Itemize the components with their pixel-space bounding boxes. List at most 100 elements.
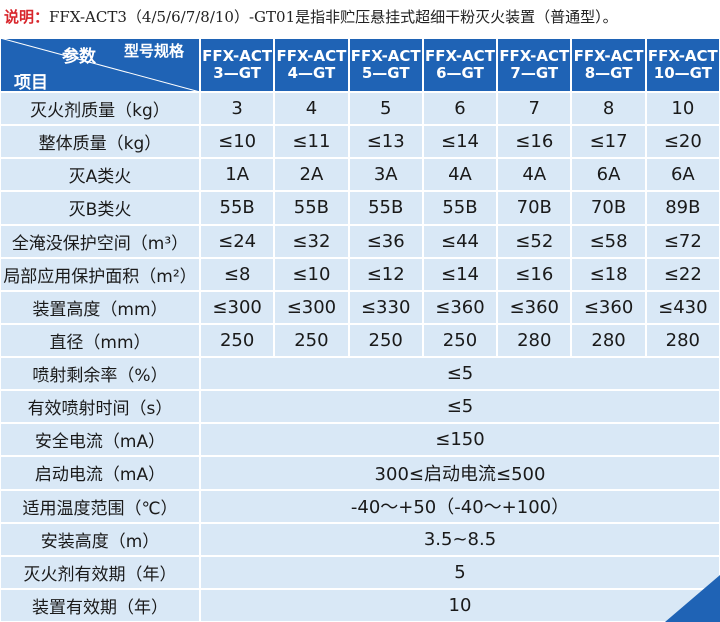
row-value: 55B bbox=[348, 191, 423, 225]
row-value: ≤18 bbox=[571, 257, 646, 291]
model-header: FFX-ACT 10—GT bbox=[645, 38, 720, 92]
row-label: 有效喷射时间（s） bbox=[0, 390, 200, 424]
row-label: 灭B类火 bbox=[0, 191, 200, 225]
row-value: ≤20 bbox=[645, 125, 720, 159]
row-value: 250 bbox=[422, 323, 498, 357]
model-header: FFX-ACT 8—GT bbox=[571, 38, 646, 92]
row-value: ≤360 bbox=[497, 290, 572, 324]
note-text: FFX-ACT3（4/5/6/7/8/10）-GT01是指非贮压悬挂式超细干粉灭… bbox=[49, 8, 618, 26]
row-value: ≤14 bbox=[422, 257, 498, 291]
row-value: 1A bbox=[200, 158, 275, 192]
row-value: -40～+50（-40～+100） bbox=[200, 489, 720, 523]
row-value: 300≤启动电流≤500 bbox=[200, 456, 720, 490]
row-value: 3.5~8.5 bbox=[200, 522, 720, 556]
row-value: 70B bbox=[497, 191, 572, 225]
header-item: 项目 bbox=[14, 73, 48, 93]
model-line: 4—GT bbox=[287, 64, 336, 82]
row-value: 6A bbox=[571, 158, 646, 192]
row-value: 89B bbox=[645, 191, 720, 225]
row-value: 10 bbox=[200, 588, 720, 622]
row-label: 灭火剂质量（kg） bbox=[0, 92, 200, 126]
row-value: ≤12 bbox=[348, 257, 423, 291]
row-value: ≤58 bbox=[571, 224, 646, 258]
model-line: FFX-ACT bbox=[350, 47, 421, 65]
row-value: ≤36 bbox=[348, 224, 423, 258]
row-value: ≤360 bbox=[571, 290, 646, 324]
row-value: ≤32 bbox=[274, 224, 349, 258]
model-line: 5—GT bbox=[361, 64, 410, 82]
row-label: 直径（mm） bbox=[0, 323, 200, 357]
row-value: ≤22 bbox=[645, 257, 720, 291]
model-line: 8—GT bbox=[584, 64, 633, 82]
row-value: 280 bbox=[497, 323, 572, 357]
row-label: 适用温度范围（℃） bbox=[0, 489, 200, 523]
row-value: ≤8 bbox=[200, 257, 275, 291]
row-value: 70B bbox=[571, 191, 646, 225]
header-spec: 型号规格 bbox=[124, 42, 185, 60]
model-line: FFX-ACT bbox=[573, 47, 644, 65]
row-value: ≤150 bbox=[200, 423, 720, 457]
row-label: 局部应用保护面积（m²） bbox=[0, 257, 200, 291]
row-value: 250 bbox=[274, 323, 349, 357]
row-value: 280 bbox=[645, 323, 720, 357]
row-value: ≤11 bbox=[274, 125, 349, 159]
model-line: 10—GT bbox=[653, 64, 712, 82]
model-line: FFX-ACT bbox=[499, 47, 570, 65]
row-value: 3 bbox=[200, 92, 275, 126]
row-value: 55B bbox=[200, 191, 275, 225]
model-header: FFX-ACT 6—GT bbox=[422, 38, 498, 92]
row-value: 10 bbox=[645, 92, 720, 126]
row-label: 全淹没保护空间（m³） bbox=[0, 224, 200, 258]
header-param: 参数 bbox=[62, 47, 96, 67]
row-value: 3A bbox=[348, 158, 423, 192]
row-value: ≤17 bbox=[571, 125, 646, 159]
model-line: FFX-ACT bbox=[647, 47, 718, 65]
row-value: 4 bbox=[274, 92, 349, 126]
model-line: FFX-ACT bbox=[425, 47, 495, 65]
model-line: 6—GT bbox=[436, 64, 484, 82]
row-value: ≤13 bbox=[348, 125, 423, 159]
model-header: FFX-ACT 4—GT bbox=[274, 38, 349, 92]
row-value: ≤5 bbox=[200, 357, 720, 391]
model-header: FFX-ACT 5—GT bbox=[348, 38, 423, 92]
row-label: 装置有效期（年） bbox=[0, 588, 200, 622]
row-value: 250 bbox=[200, 323, 275, 357]
row-label: 装置高度（mm） bbox=[0, 290, 200, 324]
spec-table: 参数 型号规格 项目 FFX-ACT 3—GT FFX-ACT 4—GT FFX-ACT 5—G… bbox=[0, 38, 720, 622]
model-header: FFX-ACT 3—GT bbox=[200, 38, 275, 92]
row-value: 2A bbox=[274, 158, 349, 192]
row-label: 灭火剂有效期（年） bbox=[0, 555, 200, 589]
row-value: 280 bbox=[571, 323, 646, 357]
row-value: 8 bbox=[571, 92, 646, 126]
row-label: 安装高度（m） bbox=[0, 522, 200, 556]
row-value: ≤16 bbox=[497, 125, 572, 159]
note-label: 说明： bbox=[4, 8, 50, 26]
note: 说明：FFX-ACT3（4/5/6/7/8/10）-GT01是指非贮压悬挂式超细… bbox=[4, 6, 618, 27]
row-value: ≤52 bbox=[497, 224, 572, 258]
row-label: 喷射剩余率（%） bbox=[0, 357, 200, 391]
row-value: ≤300 bbox=[200, 290, 275, 324]
row-value: ≤5 bbox=[200, 390, 720, 424]
row-label: 整体质量（kg） bbox=[0, 125, 200, 159]
row-value: ≤16 bbox=[497, 257, 572, 291]
row-value: 55B bbox=[422, 191, 498, 225]
row-value: ≤330 bbox=[348, 290, 423, 324]
row-value: ≤10 bbox=[200, 125, 275, 159]
row-value: ≤10 bbox=[274, 257, 349, 291]
row-value: 5 bbox=[200, 555, 720, 589]
row-value: ≤72 bbox=[645, 224, 720, 258]
row-value: 5 bbox=[348, 92, 423, 126]
row-value: ≤360 bbox=[422, 290, 498, 324]
model-line: 3—GT bbox=[213, 64, 261, 82]
model-header: FFX-ACT 7—GT bbox=[497, 38, 572, 92]
row-value: ≤24 bbox=[200, 224, 275, 258]
row-label: 灭A类火 bbox=[0, 158, 200, 192]
row-value: 7 bbox=[497, 92, 572, 126]
row-label: 安全电流（mA） bbox=[0, 423, 200, 457]
row-value: 250 bbox=[348, 323, 423, 357]
row-value: ≤14 bbox=[422, 125, 498, 159]
row-label: 启动电流（mA） bbox=[0, 456, 200, 490]
row-value: 4A bbox=[422, 158, 498, 192]
row-value: 6 bbox=[422, 92, 498, 126]
